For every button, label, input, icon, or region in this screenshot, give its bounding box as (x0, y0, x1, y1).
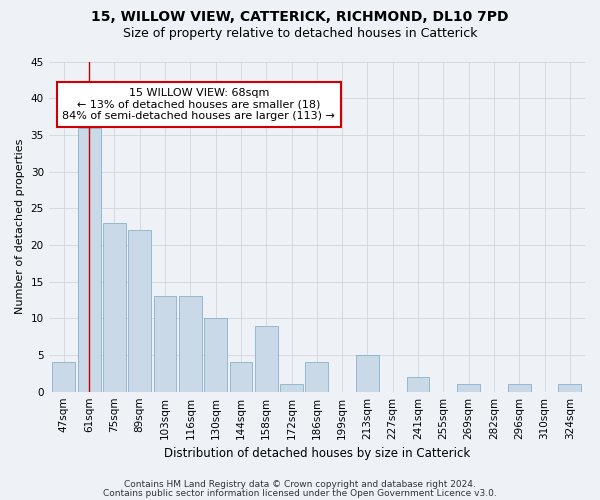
Y-axis label: Number of detached properties: Number of detached properties (15, 139, 25, 314)
Bar (128, 230, 151, 392)
X-axis label: Distribution of detached houses by size in Catterick: Distribution of detached houses by size … (164, 447, 470, 460)
Bar (457, 384, 480, 392)
Bar (407, 377, 430, 392)
Bar (154, 296, 176, 392)
Bar (255, 326, 278, 392)
Bar (230, 362, 253, 392)
Text: 15 WILLOW VIEW: 68sqm
← 13% of detached houses are smaller (18)
84% of semi-deta: 15 WILLOW VIEW: 68sqm ← 13% of detached … (62, 88, 335, 121)
Bar (78, 128, 101, 392)
Bar (280, 384, 303, 392)
Bar (559, 384, 581, 392)
Text: Contains HM Land Registry data © Crown copyright and database right 2024.: Contains HM Land Registry data © Crown c… (124, 480, 476, 489)
Text: Contains public sector information licensed under the Open Government Licence v3: Contains public sector information licen… (103, 488, 497, 498)
Bar (103, 223, 126, 392)
Bar (52, 362, 75, 392)
Bar (204, 318, 227, 392)
Bar (356, 355, 379, 392)
Bar (179, 296, 202, 392)
Text: 15, WILLOW VIEW, CATTERICK, RICHMOND, DL10 7PD: 15, WILLOW VIEW, CATTERICK, RICHMOND, DL… (91, 10, 509, 24)
Bar (305, 362, 328, 392)
Bar (508, 384, 530, 392)
Text: Size of property relative to detached houses in Catterick: Size of property relative to detached ho… (123, 28, 477, 40)
